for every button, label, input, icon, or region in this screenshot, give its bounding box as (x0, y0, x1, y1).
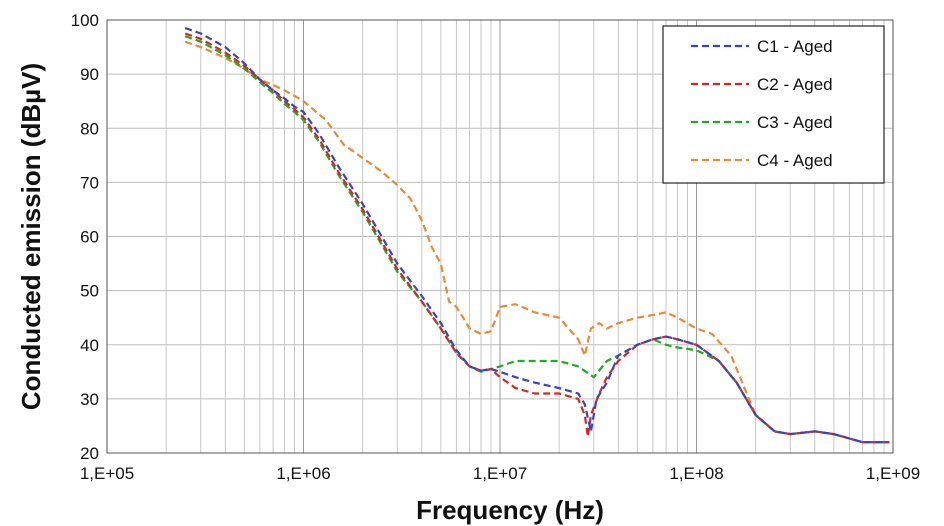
x-tick-label: 1,E+06 (276, 464, 330, 483)
y-tick-label: 70 (80, 173, 99, 192)
y-axis-title: Conducted emission (dBµV) (16, 63, 46, 410)
x-tick-label: 1,E+09 (866, 464, 920, 483)
y-tick-label: 50 (80, 282, 99, 301)
y-tick-label: 80 (80, 119, 99, 138)
y-tick-label: 90 (80, 65, 99, 84)
y-tick-label: 60 (80, 228, 99, 247)
y-tick-label: 40 (80, 336, 99, 355)
legend-label: C3 - Aged (757, 113, 833, 132)
x-tick-label: 1,E+05 (80, 464, 134, 483)
legend-label: C4 - Aged (757, 151, 833, 170)
y-tick-label: 30 (80, 390, 99, 409)
x-tick-label: 1,E+08 (669, 464, 723, 483)
y-tick-label: 100 (71, 11, 99, 30)
x-tick-label: 1,E+07 (473, 464, 527, 483)
legend-label: C2 - Aged (757, 75, 833, 94)
y-tick-label: 20 (80, 444, 99, 463)
x-axis-title: Frequency (Hz) (416, 495, 604, 525)
legend: C1 - Aged C2 - Aged C3 - Aged C4 - Aged (663, 26, 884, 183)
legend-label: C1 - Aged (757, 37, 833, 56)
